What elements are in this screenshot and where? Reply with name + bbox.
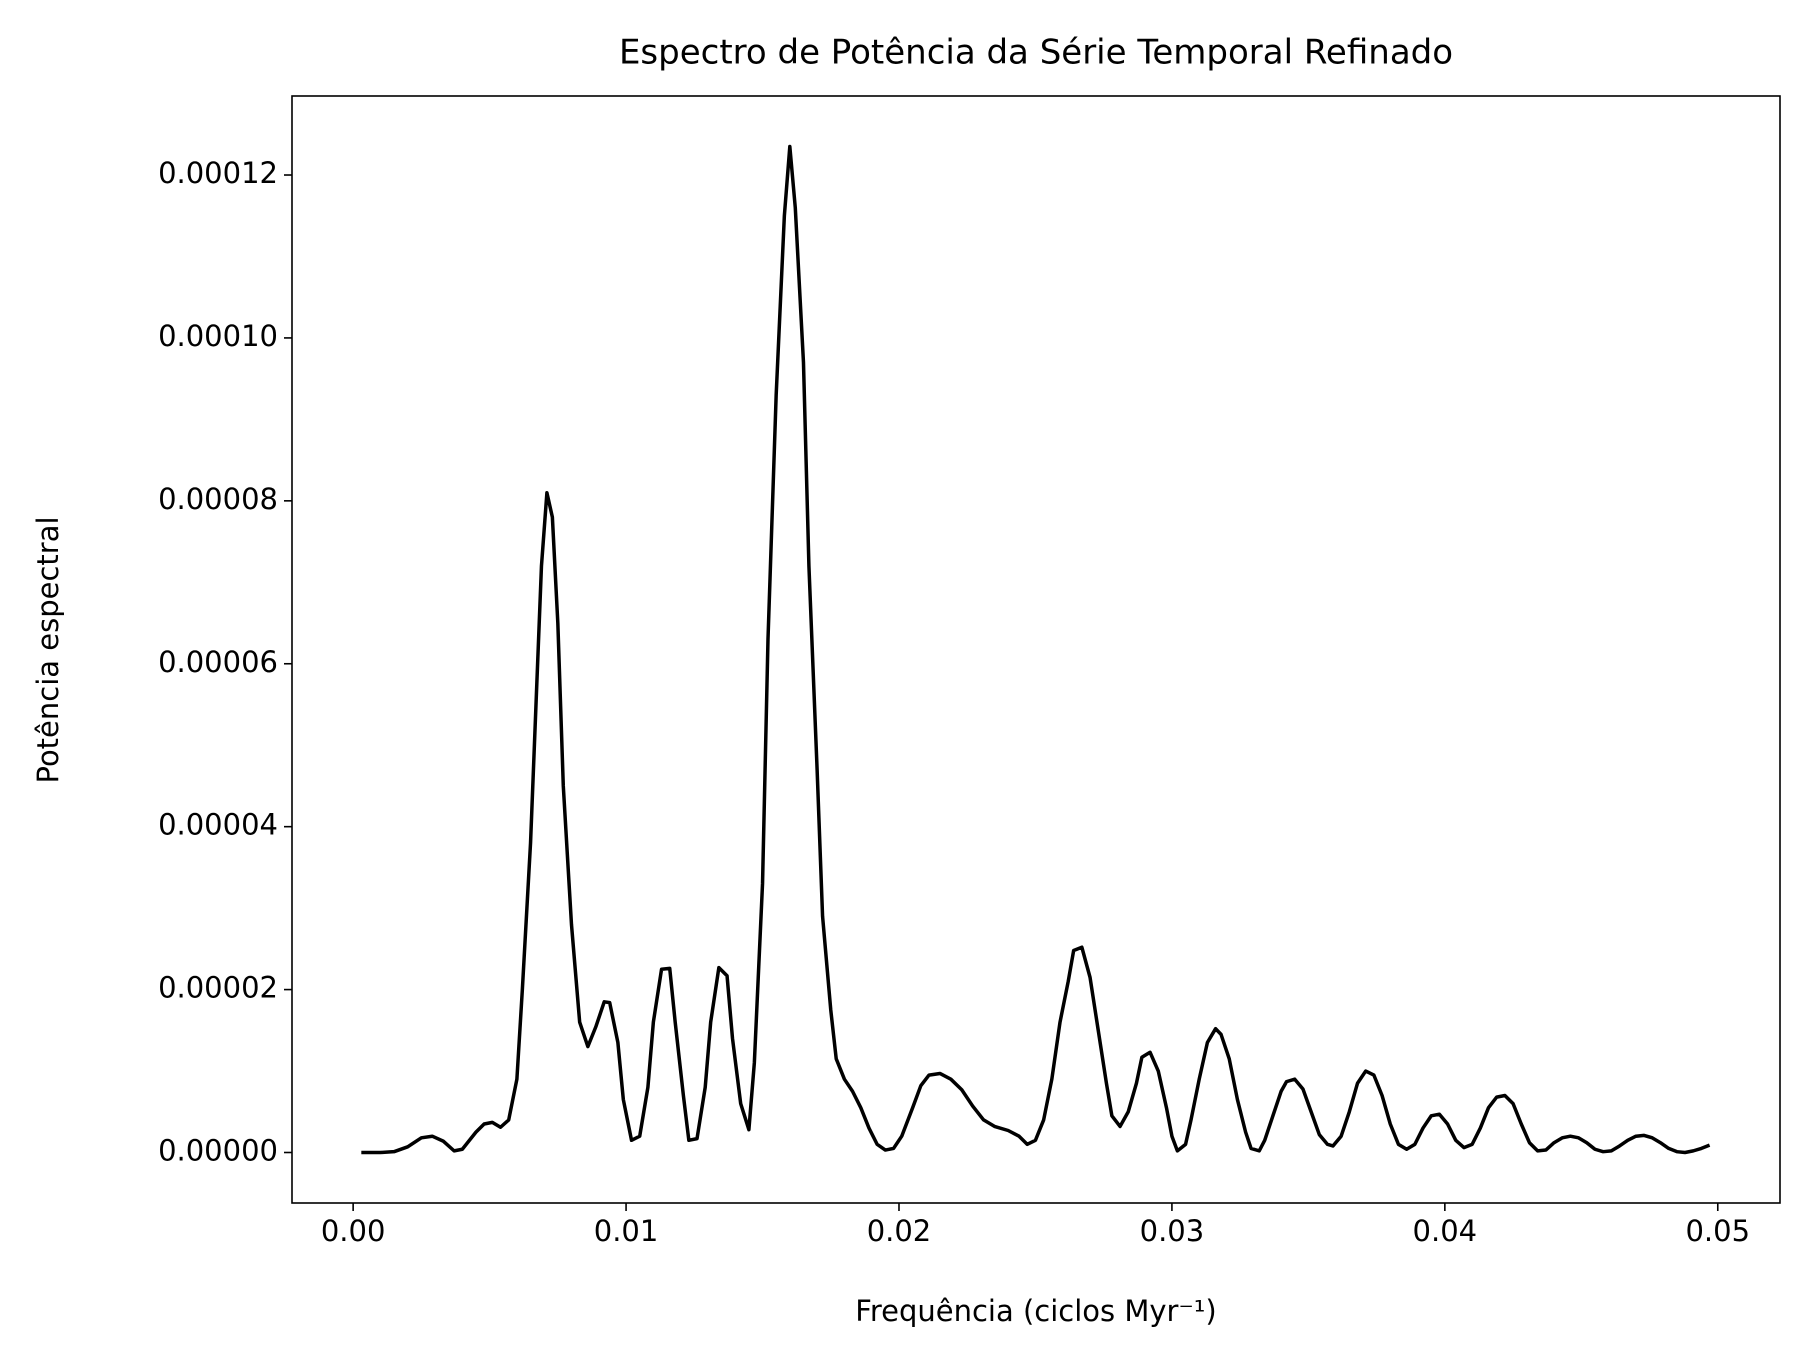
- y-tick-label: 0.00012: [158, 156, 278, 190]
- x-tick-label: 0.02: [867, 1214, 932, 1248]
- x-tick-label: 0.05: [1685, 1214, 1750, 1248]
- y-tick-label: 0.00004: [158, 808, 278, 842]
- y-tick-label: 0.00000: [158, 1133, 278, 1167]
- chart-title: Espectro de Potência da Série Temporal R…: [619, 33, 1453, 73]
- x-tick-label: 0.03: [1140, 1214, 1205, 1248]
- x-axis-label: Frequência (ciclos Myr⁻¹): [855, 1294, 1216, 1328]
- y-axis-label: Potência espectral: [31, 516, 65, 783]
- line-series: [361, 144, 1711, 1155]
- y-tick-label: 0.00002: [158, 971, 278, 1005]
- x-tick-label: 0.01: [594, 1214, 659, 1248]
- y-tick-label: 0.00008: [158, 482, 278, 516]
- plot-frame: [291, 95, 1781, 1204]
- y-tick-label: 0.00006: [158, 645, 278, 679]
- x-tick-label: 0.00: [321, 1214, 386, 1248]
- x-tick-label: 0.04: [1413, 1214, 1478, 1248]
- y-tick-label: 0.00010: [158, 319, 278, 353]
